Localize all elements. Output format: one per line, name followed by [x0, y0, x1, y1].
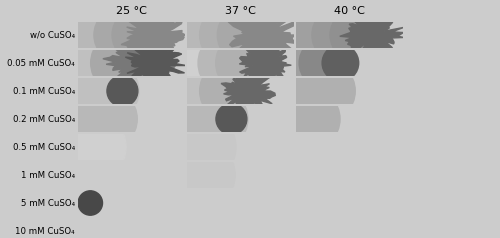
- Ellipse shape: [54, 111, 126, 183]
- Ellipse shape: [200, 59, 263, 123]
- Ellipse shape: [78, 191, 102, 215]
- Ellipse shape: [53, 54, 128, 129]
- Text: 40 °C: 40 °C: [334, 6, 365, 16]
- Ellipse shape: [322, 45, 358, 81]
- Ellipse shape: [294, 60, 356, 122]
- Ellipse shape: [94, 6, 151, 64]
- Ellipse shape: [216, 31, 279, 95]
- Text: 37 °C: 37 °C: [225, 6, 256, 16]
- Ellipse shape: [164, 0, 234, 69]
- Polygon shape: [100, 29, 176, 97]
- Ellipse shape: [160, 24, 238, 102]
- Ellipse shape: [299, 38, 350, 88]
- Ellipse shape: [56, 140, 125, 210]
- Ellipse shape: [107, 75, 138, 106]
- Polygon shape: [240, 36, 292, 90]
- Polygon shape: [340, 6, 404, 69]
- Ellipse shape: [57, 30, 124, 96]
- Text: 0.2 mM CuSO₄: 0.2 mM CuSO₄: [13, 114, 75, 124]
- Polygon shape: [221, 60, 275, 117]
- Text: 10 mM CuSO₄: 10 mM CuSO₄: [16, 227, 75, 235]
- Ellipse shape: [74, 3, 138, 67]
- Ellipse shape: [275, 2, 342, 68]
- Ellipse shape: [274, 56, 343, 126]
- Ellipse shape: [164, 139, 235, 211]
- Ellipse shape: [200, 3, 263, 67]
- Ellipse shape: [182, 2, 248, 68]
- Polygon shape: [121, 1, 186, 69]
- Text: 0.05 mM CuSO₄: 0.05 mM CuSO₄: [7, 59, 75, 68]
- Text: 0.1 mM CuSO₄: 0.1 mM CuSO₄: [13, 86, 75, 95]
- Text: 0.5 mM CuSO₄: 0.5 mM CuSO₄: [13, 143, 75, 152]
- Ellipse shape: [330, 9, 383, 61]
- Text: w/o CuSO₄: w/o CuSO₄: [30, 30, 75, 40]
- Ellipse shape: [56, 0, 125, 69]
- Ellipse shape: [76, 88, 138, 150]
- Ellipse shape: [112, 9, 165, 61]
- Ellipse shape: [312, 6, 369, 64]
- Ellipse shape: [218, 5, 278, 65]
- Ellipse shape: [198, 30, 264, 96]
- Ellipse shape: [90, 31, 154, 95]
- Ellipse shape: [181, 56, 250, 126]
- Ellipse shape: [164, 83, 235, 155]
- Ellipse shape: [180, 27, 251, 99]
- Text: 1 mM CuSO₄: 1 mM CuSO₄: [21, 170, 75, 179]
- Ellipse shape: [216, 104, 247, 134]
- Polygon shape: [228, 0, 302, 71]
- Ellipse shape: [183, 86, 248, 152]
- Ellipse shape: [276, 31, 340, 95]
- Ellipse shape: [276, 87, 340, 151]
- Ellipse shape: [162, 54, 236, 129]
- Ellipse shape: [294, 4, 356, 66]
- Ellipse shape: [74, 59, 139, 124]
- Ellipse shape: [56, 84, 126, 154]
- Ellipse shape: [162, 110, 236, 183]
- Text: 5 mM CuSO₄: 5 mM CuSO₄: [21, 198, 75, 208]
- Ellipse shape: [70, 26, 143, 99]
- Polygon shape: [126, 33, 186, 93]
- Text: 25 °C: 25 °C: [116, 6, 147, 16]
